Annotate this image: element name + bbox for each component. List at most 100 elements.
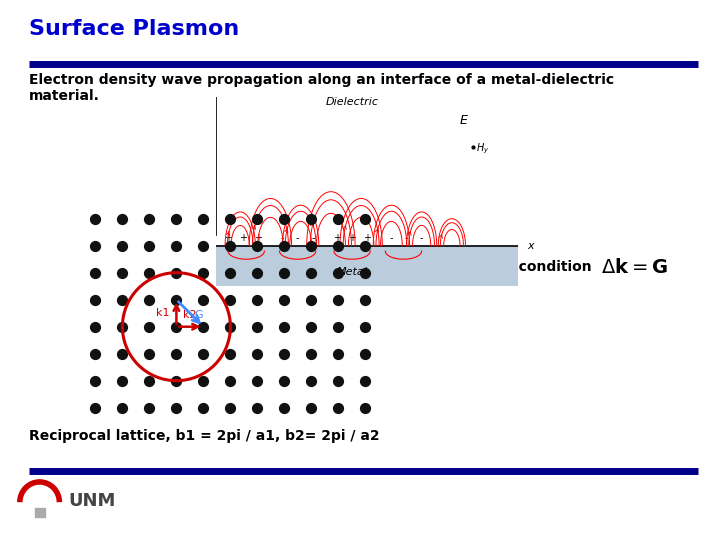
Point (225, 295, 236, 304)
Point (359, 403, 372, 412)
Text: -: - (281, 233, 284, 243)
Point (252, 376, 264, 385)
Point (171, 403, 182, 412)
Point (333, 376, 344, 385)
Point (225, 349, 236, 358)
Point (89, 322, 101, 331)
Point (305, 295, 317, 304)
Point (89, 403, 101, 412)
Point (171, 376, 182, 385)
Point (225, 214, 236, 223)
Point (89, 214, 101, 223)
Point (197, 349, 210, 358)
Text: Dielectric: Dielectric (325, 97, 379, 107)
Text: -: - (390, 233, 393, 243)
Point (359, 268, 372, 277)
Point (89, 349, 101, 358)
Point (197, 376, 210, 385)
Point (252, 322, 264, 331)
Point (117, 268, 128, 277)
Point (225, 241, 236, 250)
Point (359, 322, 372, 331)
Point (197, 214, 210, 223)
Point (197, 241, 210, 250)
Text: Reciprocal lattice, b1 = 2pi / a1, b2= 2pi / a2: Reciprocal lattice, b1 = 2pi / a1, b2= 2… (29, 429, 379, 443)
Point (279, 214, 290, 223)
Text: k1: k1 (156, 308, 170, 318)
Text: +: + (363, 233, 372, 243)
Point (333, 214, 344, 223)
Point (171, 322, 182, 331)
Point (359, 349, 372, 358)
Point (117, 322, 128, 331)
Text: -: - (296, 233, 300, 243)
Point (117, 295, 128, 304)
Text: +: + (348, 233, 356, 243)
Text: UNM: UNM (68, 491, 116, 510)
Point (144, 295, 156, 304)
Point (144, 376, 156, 385)
Bar (216, 246, 518, 286)
Text: Electron density wave propagation along an interface of a metal-dielectric
mater: Electron density wave propagation along … (29, 73, 614, 103)
Point (333, 349, 344, 358)
Point (117, 376, 128, 385)
Point (305, 241, 317, 250)
Point (197, 268, 210, 277)
Text: +: + (333, 233, 341, 243)
Point (252, 214, 264, 223)
Point (252, 349, 264, 358)
Point (279, 349, 290, 358)
Point (171, 349, 182, 358)
Point (144, 349, 156, 358)
Text: +: + (254, 233, 262, 243)
Point (117, 241, 128, 250)
Point (333, 295, 344, 304)
Point (171, 268, 182, 277)
Point (305, 268, 317, 277)
Point (89, 241, 101, 250)
Point (144, 214, 156, 223)
Text: -: - (420, 233, 423, 243)
Text: -: - (405, 233, 408, 243)
Text: E: E (460, 114, 468, 127)
Point (305, 349, 317, 358)
Point (225, 376, 236, 385)
Point (279, 241, 290, 250)
Point (359, 241, 372, 250)
Point (144, 322, 156, 331)
Text: +: + (224, 233, 232, 243)
Point (305, 214, 317, 223)
Text: $H_y$: $H_y$ (476, 141, 490, 156)
Point (117, 214, 128, 223)
Text: G: G (194, 309, 202, 320)
Text: +: + (239, 233, 247, 243)
Point (89, 268, 101, 277)
Text: Scattering condition: Scattering condition (432, 260, 592, 274)
Point (279, 376, 290, 385)
Point (252, 268, 264, 277)
Point (144, 403, 156, 412)
Bar (35, 508, 45, 517)
Point (279, 322, 290, 331)
Point (117, 403, 128, 412)
Text: k2: k2 (183, 310, 197, 320)
Text: Metal: Metal (337, 267, 367, 278)
Point (225, 403, 236, 412)
Point (225, 322, 236, 331)
Point (171, 295, 182, 304)
Point (279, 268, 290, 277)
Point (333, 268, 344, 277)
Point (305, 322, 317, 331)
Point (333, 403, 344, 412)
Point (144, 268, 156, 277)
Text: -: - (311, 233, 315, 243)
Text: x: x (528, 241, 534, 251)
Point (197, 295, 210, 304)
Point (305, 376, 317, 385)
Point (305, 403, 317, 412)
Text: $\Delta\mathbf{k} = \mathbf{G}$: $\Delta\mathbf{k} = \mathbf{G}$ (601, 258, 668, 277)
Point (89, 295, 101, 304)
Point (197, 322, 210, 331)
Point (359, 295, 372, 304)
Point (197, 403, 210, 412)
